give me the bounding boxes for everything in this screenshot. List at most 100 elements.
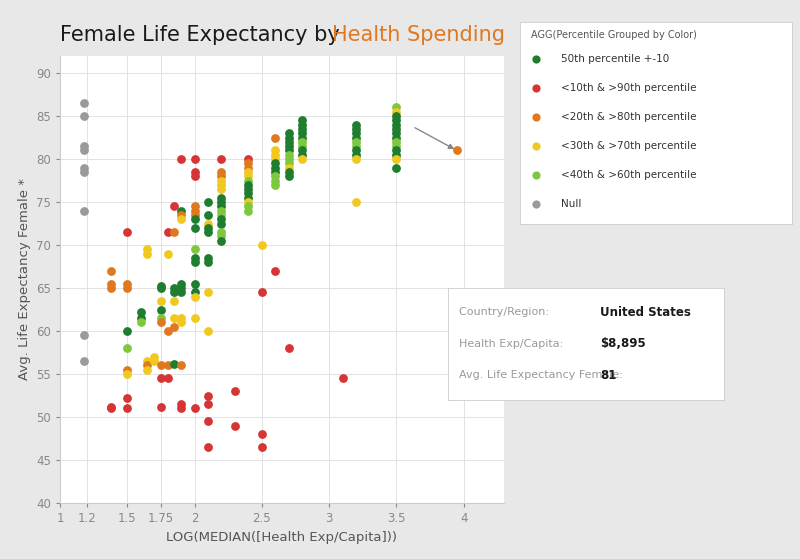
- Point: [78, 331, 90, 340]
- Point: [188, 155, 201, 164]
- Point: [148, 352, 161, 361]
- Point: [350, 155, 362, 164]
- Point: [269, 150, 282, 159]
- Point: [141, 249, 154, 258]
- Point: [350, 198, 362, 207]
- Point: [390, 120, 402, 129]
- Point: [202, 228, 214, 236]
- Point: [105, 267, 118, 276]
- Point: [154, 374, 167, 383]
- Point: [229, 421, 242, 430]
- Point: [390, 129, 402, 138]
- Point: [154, 361, 167, 370]
- Point: [255, 443, 268, 452]
- Point: [282, 155, 295, 164]
- Point: [121, 366, 134, 375]
- Point: [188, 292, 201, 301]
- Point: [282, 138, 295, 146]
- Point: [215, 206, 228, 215]
- Point: [242, 198, 254, 207]
- Point: [229, 387, 242, 396]
- Point: [296, 133, 309, 142]
- Text: $8,895: $8,895: [600, 337, 646, 350]
- Point: [282, 344, 295, 353]
- Text: <40th & >60th percentile: <40th & >60th percentile: [561, 170, 696, 181]
- Point: [242, 155, 254, 164]
- Point: [390, 142, 402, 151]
- Point: [296, 155, 309, 164]
- Point: [350, 129, 362, 138]
- Point: [282, 146, 295, 155]
- Point: [154, 296, 167, 305]
- Point: [242, 168, 254, 177]
- Point: [390, 133, 402, 142]
- Point: [390, 163, 402, 172]
- Point: [390, 150, 402, 159]
- Point: [296, 146, 309, 155]
- Point: [78, 163, 90, 172]
- Text: <20th & >80th percentile: <20th & >80th percentile: [561, 112, 696, 122]
- Point: [174, 314, 187, 323]
- Point: [215, 155, 228, 164]
- Point: [121, 326, 134, 335]
- Point: [121, 283, 134, 292]
- Point: [215, 181, 228, 190]
- Point: [78, 112, 90, 121]
- Point: [255, 288, 268, 297]
- Point: [215, 236, 228, 245]
- Point: [202, 219, 214, 228]
- Point: [282, 172, 295, 181]
- Point: [242, 172, 254, 181]
- Point: [215, 219, 228, 228]
- Point: [296, 138, 309, 146]
- Point: [215, 168, 228, 177]
- Point: [188, 206, 201, 215]
- Point: [296, 125, 309, 134]
- Point: [188, 224, 201, 233]
- Point: [269, 181, 282, 190]
- Point: [282, 168, 295, 177]
- Point: [174, 318, 187, 327]
- X-axis label: LOG(MEDIAN([Health Exp/Capita])): LOG(MEDIAN([Health Exp/Capita])): [166, 530, 398, 544]
- Point: [154, 305, 167, 314]
- Point: [202, 417, 214, 426]
- Point: [242, 202, 254, 211]
- Point: [269, 159, 282, 168]
- Point: [336, 374, 349, 383]
- Point: [162, 361, 174, 370]
- Text: <10th & >90th percentile: <10th & >90th percentile: [561, 83, 696, 93]
- Point: [141, 245, 154, 254]
- Point: [530, 54, 542, 63]
- Point: [350, 120, 362, 129]
- Text: Female Life Expectancy by: Female Life Expectancy by: [60, 25, 346, 45]
- Point: [162, 249, 174, 258]
- Point: [282, 163, 295, 172]
- Text: AGG(Percentile Grouped by Color): AGG(Percentile Grouped by Color): [531, 30, 697, 40]
- Point: [530, 200, 542, 209]
- Point: [350, 142, 362, 151]
- Point: [202, 224, 214, 233]
- Point: [530, 83, 542, 92]
- Point: [215, 184, 228, 193]
- Point: [174, 400, 187, 409]
- Point: [390, 138, 402, 146]
- Point: [242, 181, 254, 190]
- Text: Country/Region:: Country/Region:: [459, 307, 553, 318]
- Point: [282, 133, 295, 142]
- Point: [215, 211, 228, 220]
- Point: [202, 400, 214, 409]
- Point: [148, 357, 161, 366]
- Point: [350, 150, 362, 159]
- Point: [188, 202, 201, 211]
- Point: [162, 326, 174, 335]
- Point: [282, 150, 295, 159]
- Point: [105, 404, 118, 413]
- Point: [174, 361, 187, 370]
- Point: [390, 116, 402, 125]
- Point: [105, 402, 118, 411]
- Y-axis label: Avg. Life Expectancy Female *: Avg. Life Expectancy Female *: [18, 178, 30, 381]
- Point: [269, 168, 282, 177]
- Point: [202, 443, 214, 452]
- Point: [174, 288, 187, 297]
- Point: [215, 202, 228, 211]
